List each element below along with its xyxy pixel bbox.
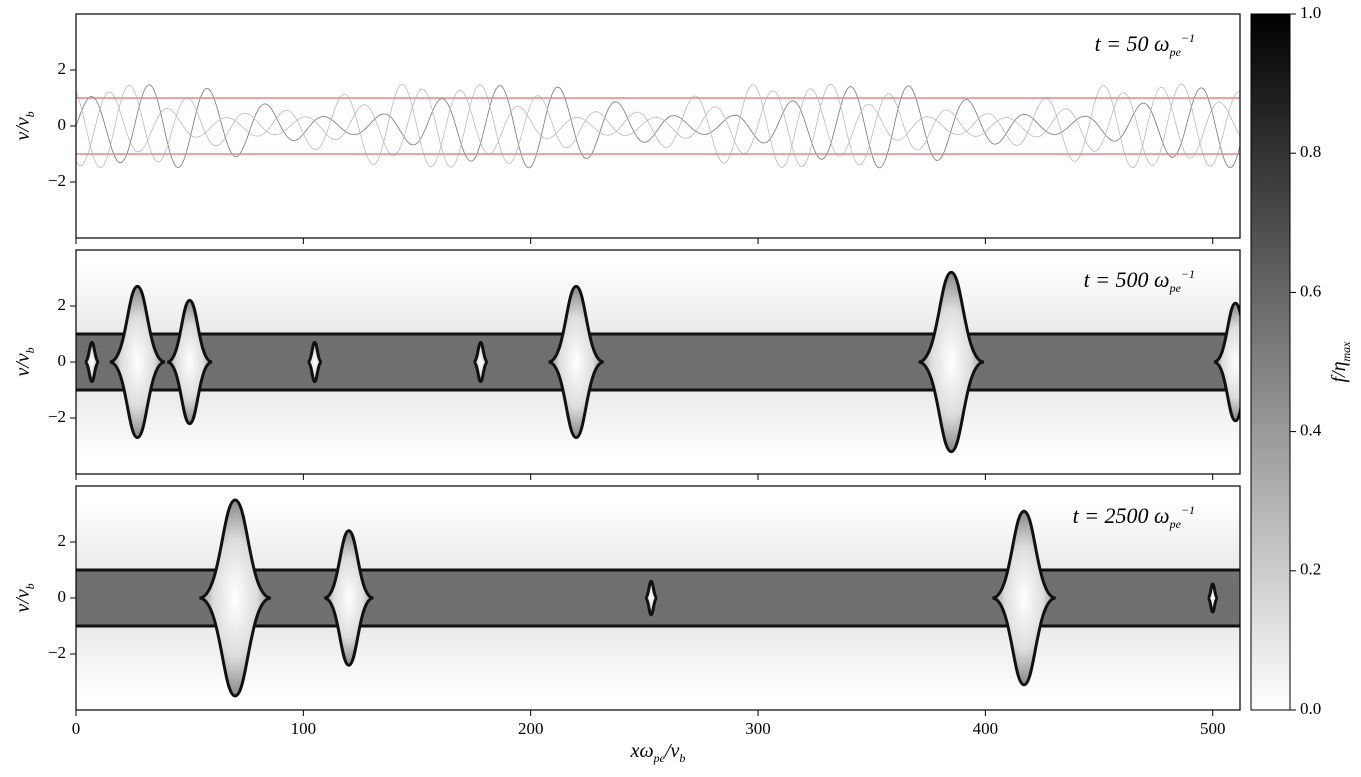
x-tick-label: 200: [518, 719, 544, 738]
x-tick-label: 100: [291, 719, 317, 738]
y-tick-label: 2: [58, 531, 67, 550]
y-tick-label: 2: [58, 59, 67, 78]
x-tick-label: 300: [745, 719, 771, 738]
y-tick-label: 0: [58, 351, 67, 370]
label-part: v/v: [12, 117, 34, 140]
x-tick-label: 0: [72, 719, 81, 738]
colorbar: [1250, 13, 1291, 711]
label-part: t = 500 ω: [1084, 267, 1170, 292]
label-part: b: [23, 583, 37, 589]
stream: [76, 83, 1240, 169]
label-part: pe: [653, 751, 666, 765]
label-part: b: [23, 111, 37, 117]
x-axis-label: xωpe/vb: [630, 740, 686, 765]
colorbar-tick-label: 1.0: [1300, 3, 1321, 22]
y-axis-label: v/vb: [12, 347, 37, 376]
vortex: [198, 498, 272, 698]
annotation: t = 50 ωpe−1: [1095, 31, 1195, 59]
label-part: max: [1339, 341, 1353, 362]
y-axis-label: v/vb: [12, 111, 37, 140]
y-tick-label: −2: [48, 407, 66, 426]
y-tick-label: 0: [58, 115, 67, 134]
colorbar-tick-label: 0.8: [1300, 142, 1321, 161]
colorbar-tick-label: 0.2: [1300, 560, 1321, 579]
label-part: xω: [630, 740, 654, 762]
y-axis-label: v/vb: [12, 583, 37, 612]
label-part: v/v: [12, 589, 34, 612]
stream: [76, 83, 1240, 169]
vortex: [306, 340, 323, 384]
label-part: /v: [664, 740, 680, 762]
vortex: [1206, 582, 1219, 614]
label-part: f/η: [1328, 361, 1350, 382]
vortex: [1213, 301, 1240, 423]
colorbar-tick-label: 0.6: [1300, 281, 1321, 300]
frame: [75, 13, 1241, 239]
y-tick-label: −2: [48, 643, 66, 662]
vortex: [472, 340, 489, 384]
colorbar-label: f/ηmax: [1328, 341, 1353, 383]
y-tick-label: −2: [48, 171, 66, 190]
panel: [76, 83, 1240, 169]
label-part: b: [679, 751, 685, 765]
label-part: −1: [1181, 267, 1195, 281]
colorbar-tick-label: 0.4: [1300, 421, 1322, 440]
x-tick-label: 500: [1200, 719, 1226, 738]
annotation: t = 500 ωpe−1: [1084, 267, 1195, 295]
label-part: b: [23, 347, 37, 353]
label-part: pe: [1169, 281, 1182, 295]
panel: [76, 498, 1240, 698]
colorbar-tick-label: 0.0: [1300, 699, 1321, 718]
label-part: −1: [1181, 503, 1195, 517]
band: [76, 334, 1240, 390]
annotation: t = 2500 ωpe−1: [1073, 503, 1195, 531]
label-part: v/v: [12, 353, 34, 376]
y-tick-label: 0: [58, 587, 67, 606]
x-tick-label: 400: [973, 719, 999, 738]
panel: [76, 264, 1240, 460]
label-part: t = 50 ω: [1095, 31, 1170, 56]
label-part: pe: [1169, 517, 1182, 531]
label-part: t = 2500 ω: [1073, 503, 1170, 528]
label-part: pe: [1169, 45, 1182, 59]
y-tick-label: 2: [58, 295, 67, 314]
label-part: −1: [1181, 31, 1195, 45]
vortex: [644, 579, 659, 617]
vortex: [109, 284, 166, 440]
